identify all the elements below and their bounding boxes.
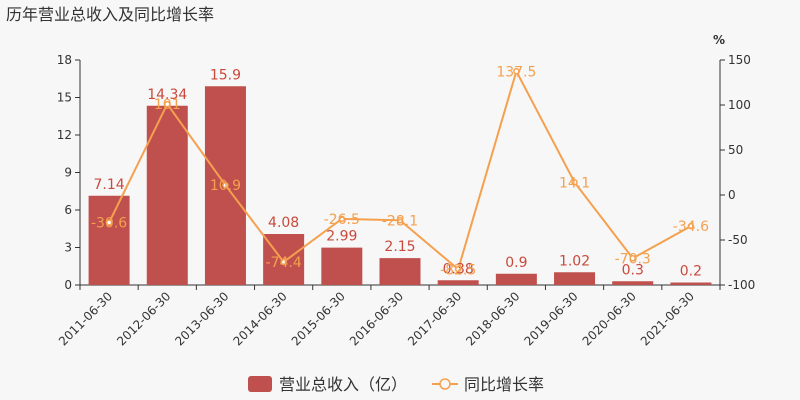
y-right-unit: % <box>713 33 725 47</box>
line-value-label: 137.5 <box>496 64 536 80</box>
line-value-label: -26.5 <box>324 212 360 228</box>
bar-series <box>88 86 712 286</box>
line-point[interactable] <box>280 258 287 266</box>
line-point[interactable] <box>105 219 113 226</box>
y-left-tick-label: 0 <box>64 278 72 292</box>
bar-value-label: 0.3 <box>622 262 644 278</box>
line-value-label: -82.5 <box>440 262 476 278</box>
x-tick-label: 2019-06-30 <box>521 289 580 348</box>
bar-value-label: 1.02 <box>559 253 590 269</box>
line-value-label: -74.4 <box>266 255 302 271</box>
line-value-label: -70.3 <box>615 251 651 267</box>
y-left-tick-label: 3 <box>64 241 72 255</box>
y-right-tick-label: 50 <box>728 143 743 157</box>
x-tick-label: 2011-06-30 <box>56 289 115 348</box>
bar[interactable] <box>437 280 479 285</box>
bar-value-label: 2.15 <box>384 239 415 255</box>
y-left-tick-label: 12 <box>57 128 72 142</box>
legend-line-marker <box>439 378 451 390</box>
bar-value-label: 14.34 <box>147 87 187 103</box>
x-tick-label: 2015-06-30 <box>289 289 348 348</box>
line-point[interactable] <box>222 181 229 189</box>
bar[interactable] <box>379 258 421 285</box>
line-value-label: 10.9 <box>210 178 241 194</box>
y-right-tick-label: 0 <box>728 188 736 202</box>
x-tick-label: 2013-06-30 <box>172 289 231 348</box>
bar-value-label: 0.38 <box>443 261 474 277</box>
legend-line-label[interactable]: 同比增长率 <box>464 375 544 394</box>
bar[interactable] <box>554 272 596 285</box>
legend[interactable]: 营业总收入（亿） 同比增长率 <box>248 375 544 394</box>
line-value-label: -28.1 <box>382 213 418 229</box>
line-point[interactable] <box>571 179 578 186</box>
bar[interactable] <box>495 273 537 285</box>
y-left-tick-label: 15 <box>57 91 72 105</box>
x-tick-label: 2020-06-30 <box>580 289 639 348</box>
legend-bar-swatch[interactable] <box>248 376 272 392</box>
bar-value-label: 0.2 <box>680 264 702 280</box>
bar-value-label: 0.9 <box>505 255 527 271</box>
bar[interactable] <box>146 105 188 285</box>
y-left-tick-label: 9 <box>64 166 72 180</box>
line-point[interactable] <box>164 100 171 108</box>
x-tick-label: 2017-06-30 <box>405 289 464 348</box>
y-left-tick-label: 6 <box>64 203 72 217</box>
data-labels: 7.14 14.34 15.9 4.08 2.99 2.15 0.38 0.9 1.02 0.3 0… <box>91 64 709 279</box>
y-left-tick-label: 18 <box>57 53 72 67</box>
bar-value-label: 7.14 <box>94 177 125 193</box>
x-tick-label: 2012-06-30 <box>114 289 173 348</box>
chart-title: 历年营业总收入及同比增长率 <box>6 5 214 24</box>
bar-value-label: 4.08 <box>268 215 299 231</box>
y-right-tick-label: -100 <box>728 278 755 292</box>
x-tick-label: 2014-06-30 <box>231 289 290 348</box>
line-value-label: 101 <box>154 97 181 113</box>
bar[interactable] <box>670 282 712 286</box>
x-tick-label: 2018-06-30 <box>463 289 522 348</box>
line-point[interactable] <box>687 222 695 230</box>
line-point[interactable] <box>396 217 404 224</box>
line-value-label: -34.6 <box>673 219 709 235</box>
y-right-tick-label: 100 <box>728 98 751 112</box>
bar[interactable] <box>612 281 654 285</box>
line-point[interactable] <box>338 215 346 223</box>
line-point[interactable] <box>513 68 520 75</box>
line-value-label: 14.1 <box>559 175 590 191</box>
bar[interactable] <box>88 195 130 285</box>
line-point[interactable] <box>454 266 462 273</box>
bar-value-label: 2.99 <box>326 229 357 245</box>
line-series <box>105 68 695 273</box>
line-point[interactable] <box>629 255 636 262</box>
x-tick-label: 2021-06-30 <box>638 289 697 348</box>
legend-bar-label[interactable]: 营业总收入（亿） <box>279 375 407 394</box>
bar[interactable] <box>321 247 363 285</box>
y-right-tick-label: -50 <box>728 233 748 247</box>
y-right-tick-label: 150 <box>728 53 751 67</box>
bar-value-label: 15.9 <box>210 67 241 83</box>
x-tick-label: 2016-06-30 <box>347 289 406 348</box>
line-value-label: -30.6 <box>91 216 127 232</box>
